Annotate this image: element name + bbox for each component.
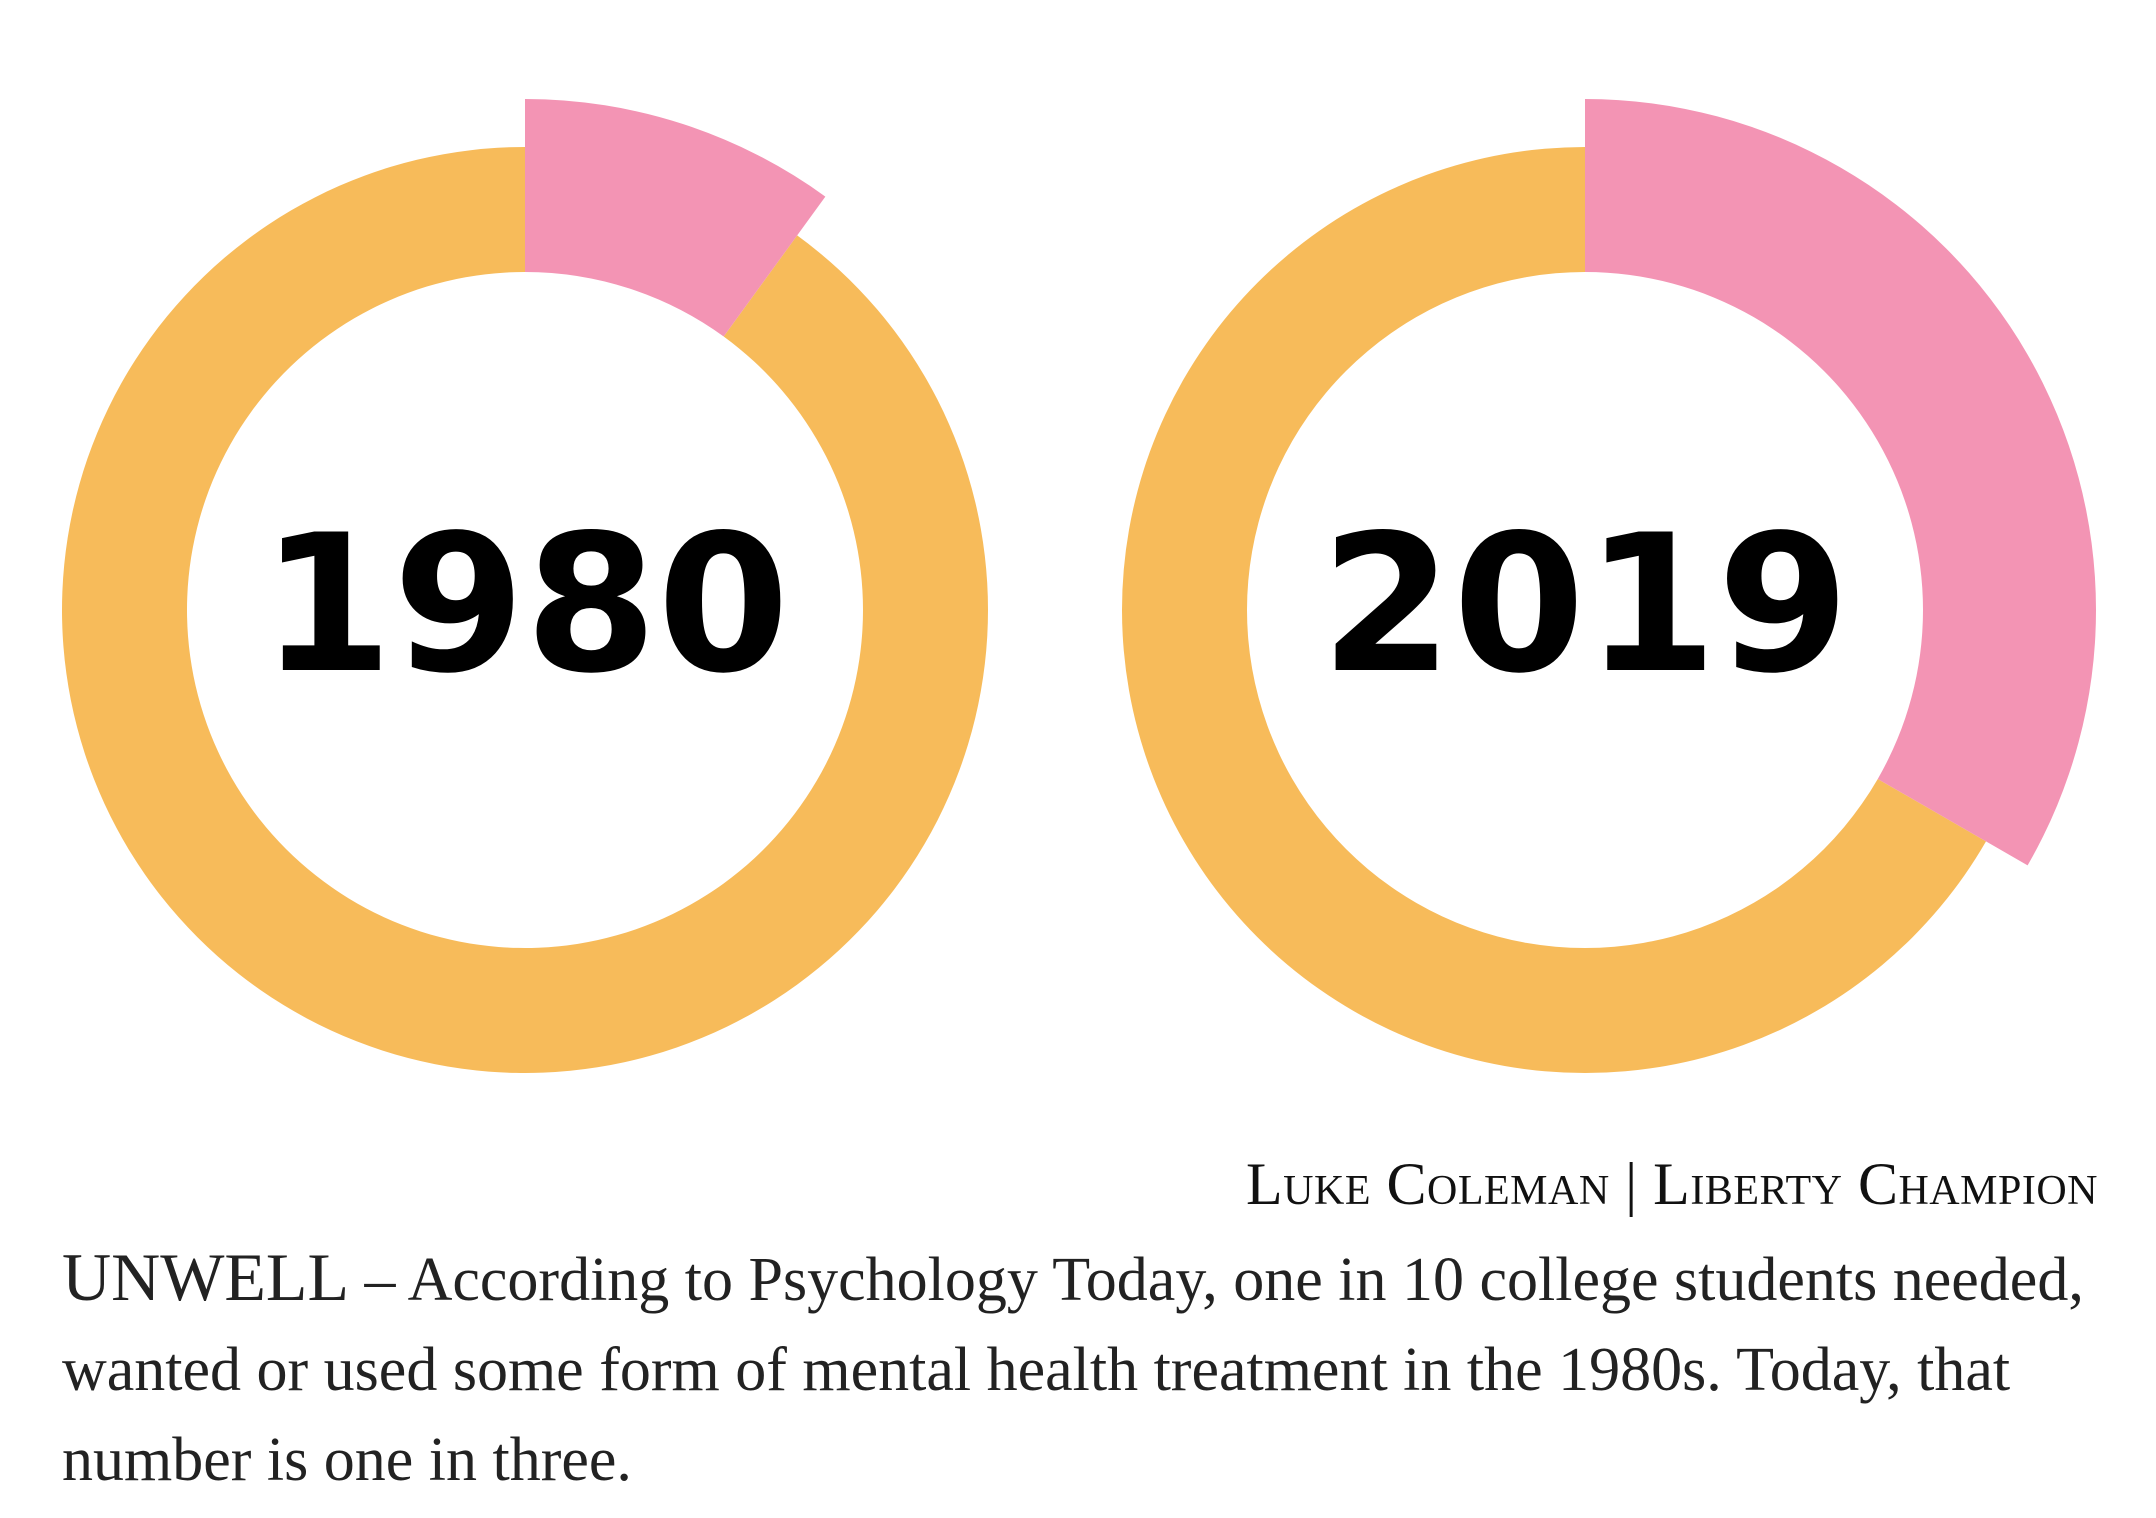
donut-center-label-2019: 2019 <box>1321 494 1850 715</box>
caption: UNWELL – According to Psychology Today, … <box>62 1232 2102 1505</box>
caption-dash: – <box>364 1246 396 1314</box>
donut-charts: 1980 2019 <box>61 99 2096 1073</box>
credit-publication: Liberty Champion <box>1653 1151 2098 1217</box>
donut-slice-2019-highlight <box>1585 99 2096 866</box>
donut-chart-2019: 2019 <box>1121 99 2096 1073</box>
photo-credit: Luke Coleman | Liberty Champion <box>1246 1150 2098 1219</box>
donut-slice-2019-remainder <box>1121 147 1987 1073</box>
donut-slice-1980-highlight <box>525 99 826 337</box>
caption-kicker: UNWELL <box>62 1239 350 1315</box>
donut-center-label-1980: 1980 <box>261 494 790 715</box>
credit-author: Luke Coleman <box>1246 1151 1610 1217</box>
donut-chart-1980: 1980 <box>61 99 988 1073</box>
caption-body: According to Psychology Today, one in 10… <box>62 1246 2084 1494</box>
credit-separator: | <box>1625 1151 1638 1217</box>
